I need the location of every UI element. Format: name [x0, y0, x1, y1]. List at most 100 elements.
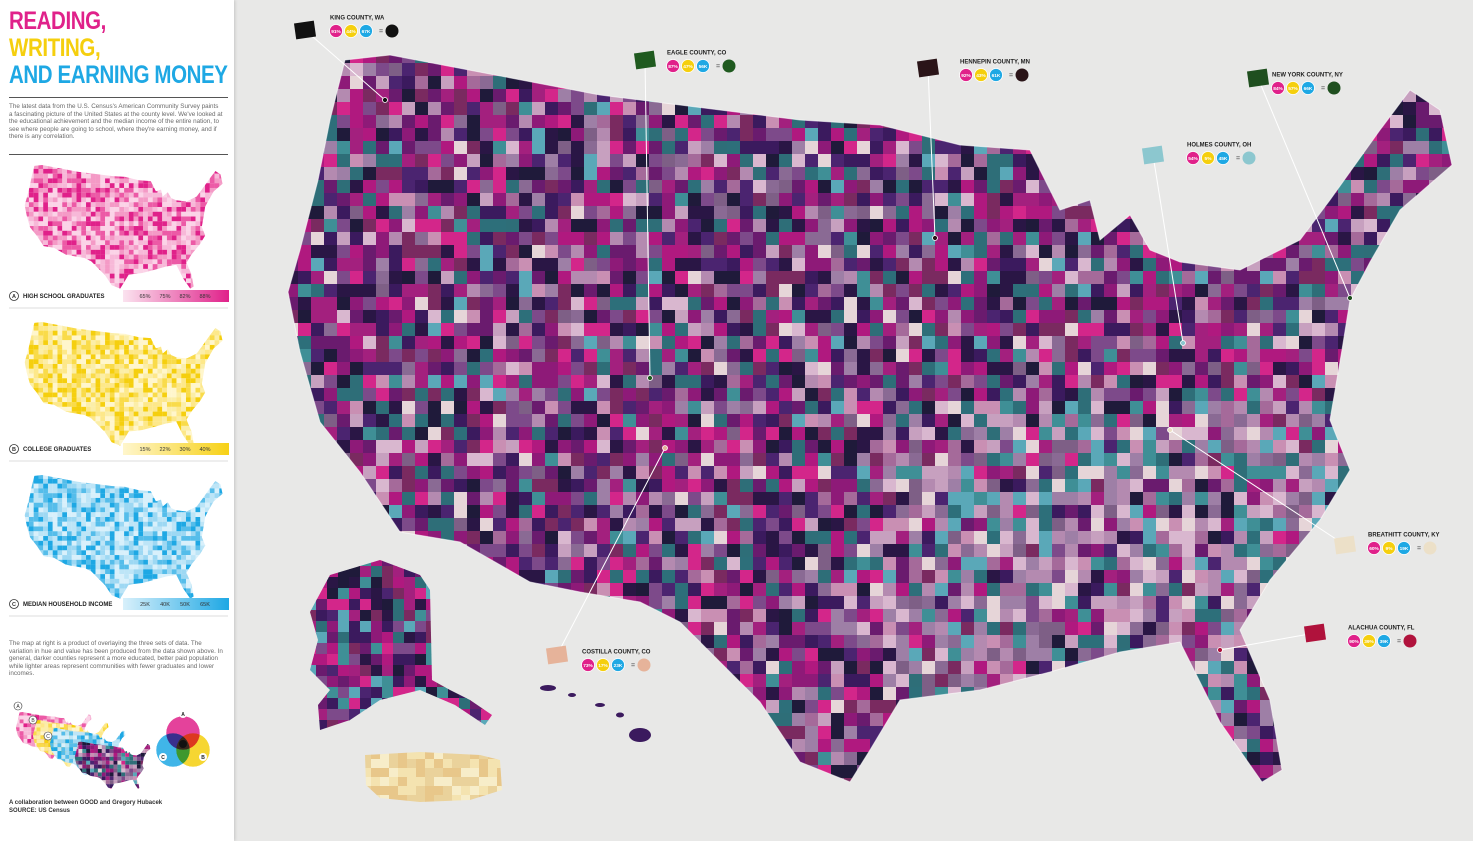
county	[1195, 414, 1209, 428]
county	[1130, 258, 1144, 272]
county	[1013, 466, 1027, 480]
county	[1351, 323, 1365, 337]
county	[1026, 687, 1040, 701]
county	[288, 401, 299, 415]
county	[636, 518, 650, 532]
county	[649, 466, 663, 480]
county	[1286, 401, 1300, 415]
county	[415, 414, 429, 428]
county	[467, 115, 481, 129]
county	[1130, 544, 1144, 558]
county	[740, 570, 754, 584]
county	[1312, 726, 1326, 740]
county	[1364, 674, 1378, 688]
county	[558, 544, 572, 558]
county	[1416, 102, 1430, 116]
county	[1351, 76, 1365, 90]
county	[1429, 726, 1443, 740]
county	[870, 167, 884, 181]
county	[1221, 193, 1235, 207]
county	[1442, 609, 1452, 623]
county	[870, 193, 884, 207]
county	[1104, 128, 1118, 142]
county	[753, 687, 767, 701]
county	[1338, 128, 1352, 142]
county	[636, 167, 650, 181]
county	[701, 440, 715, 454]
county	[1078, 55, 1092, 64]
county	[480, 349, 494, 363]
county	[831, 713, 845, 727]
county	[1338, 596, 1352, 610]
county	[636, 128, 650, 142]
county	[1403, 349, 1417, 363]
county	[688, 388, 702, 402]
county	[766, 583, 780, 597]
county	[1403, 648, 1417, 662]
county	[597, 258, 611, 272]
county	[1208, 479, 1222, 493]
county	[1273, 661, 1287, 675]
county	[1130, 128, 1144, 142]
county	[376, 193, 390, 207]
county	[545, 167, 559, 181]
county	[935, 414, 949, 428]
county	[1039, 310, 1053, 324]
county	[1078, 635, 1092, 649]
county	[662, 401, 676, 415]
county	[558, 63, 572, 77]
county	[961, 739, 975, 753]
county	[1000, 453, 1014, 467]
county	[1039, 596, 1053, 610]
county	[1000, 362, 1014, 376]
county	[571, 388, 585, 402]
county	[1416, 557, 1430, 571]
county	[311, 752, 325, 766]
county	[805, 557, 819, 571]
county	[415, 713, 429, 727]
county	[1169, 284, 1183, 298]
county	[974, 492, 988, 506]
county	[1312, 219, 1326, 233]
county	[1351, 388, 1365, 402]
county	[428, 388, 442, 402]
county	[337, 154, 351, 168]
county	[1026, 583, 1040, 597]
county	[1273, 349, 1287, 363]
county	[961, 427, 975, 441]
county	[935, 661, 949, 675]
county	[402, 739, 416, 753]
county	[1143, 583, 1157, 597]
county	[558, 700, 572, 714]
county	[831, 219, 845, 233]
county	[1026, 427, 1040, 441]
county	[1169, 102, 1183, 116]
county	[714, 245, 728, 259]
county	[662, 739, 676, 753]
county	[597, 219, 611, 233]
county	[389, 492, 403, 506]
county	[337, 310, 351, 324]
county	[597, 336, 611, 350]
county	[532, 362, 546, 376]
county	[311, 362, 325, 376]
county	[935, 167, 949, 181]
county	[857, 167, 871, 181]
county	[1052, 115, 1066, 129]
county	[1221, 687, 1235, 701]
county	[1169, 713, 1183, 727]
county	[1130, 635, 1144, 649]
county	[818, 492, 832, 506]
county	[714, 206, 728, 220]
county	[324, 466, 338, 480]
county	[1208, 297, 1222, 311]
county	[311, 427, 325, 441]
county	[961, 245, 975, 259]
county	[961, 466, 975, 480]
county	[337, 531, 351, 545]
county	[610, 557, 624, 571]
county	[1091, 453, 1105, 467]
county	[532, 388, 546, 402]
county	[532, 466, 546, 480]
county	[1364, 154, 1378, 168]
